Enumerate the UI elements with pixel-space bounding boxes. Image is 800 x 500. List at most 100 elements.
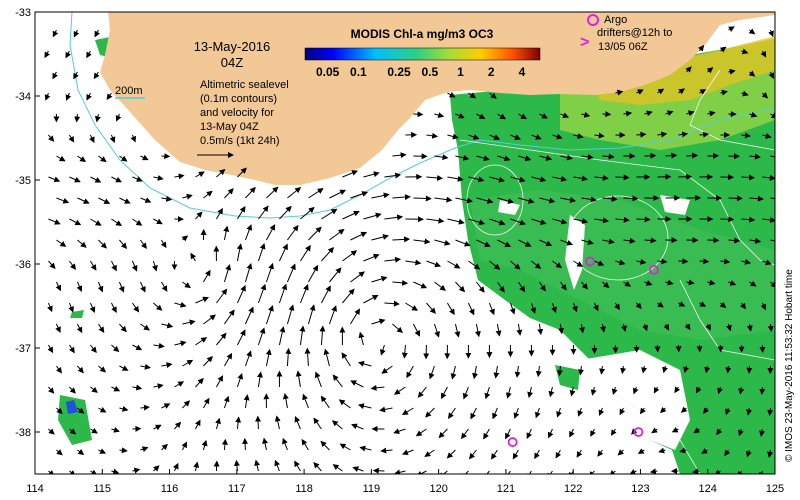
altimetry-legend-line-1: Altimetric sealevel	[200, 79, 289, 91]
velocity-arrow	[89, 302, 96, 313]
velocity-arrow	[140, 197, 152, 203]
altimetry-legend-line-3: and velocity for	[200, 107, 274, 119]
velocity-arrow	[468, 449, 477, 460]
velocity-arrow	[455, 239, 471, 247]
velocity-arrow	[161, 322, 174, 329]
velocity-arrow	[266, 186, 279, 199]
velocity-arrow	[274, 415, 281, 430]
velocity-arrow	[384, 256, 402, 263]
velocity-arrow	[767, 323, 774, 333]
velocity-arrow	[560, 112, 570, 119]
velocity-arrow	[417, 386, 427, 398]
velocity-arrow	[299, 325, 306, 346]
velocity-arrow	[447, 91, 456, 98]
velocity-arrow	[569, 428, 575, 438]
velocity-arrow	[69, 260, 76, 270]
velocity-arrow	[216, 332, 227, 346]
velocity-arrow	[174, 301, 187, 308]
velocity-arrow	[518, 239, 532, 247]
velocity-arrow	[56, 407, 63, 415]
velocity-arrow	[153, 302, 163, 311]
velocity-arrow	[720, 258, 731, 265]
velocity-arrow	[724, 449, 731, 457]
velocity-arrow	[380, 447, 393, 454]
altimetry-legend-line-5: 0.5m/s (1kt 24h)	[200, 135, 279, 147]
velocity-arrow	[623, 280, 632, 287]
velocity-arrow	[215, 207, 223, 220]
land-mass	[100, 12, 775, 185]
velocity-arrow	[119, 155, 128, 162]
velocity-arrow	[300, 244, 311, 262]
velocity-arrow	[761, 92, 768, 99]
plot-frame	[34, 11, 776, 475]
velocity-arrow	[413, 281, 428, 289]
velocity-arrow	[302, 393, 309, 409]
velocity-arrow	[749, 195, 764, 202]
lon-tick-label: 114	[26, 483, 44, 495]
velocity-arrow	[720, 89, 728, 96]
velocity-arrow	[470, 407, 477, 420]
velocity-arrow	[746, 407, 753, 416]
velocity-arrow	[748, 28, 756, 35]
velocity-arrow	[110, 260, 117, 272]
velocity-arrow	[350, 191, 369, 199]
velocity-arrow	[236, 372, 244, 388]
velocity-arrow	[152, 260, 158, 272]
velocity-arrow	[462, 386, 469, 400]
velocity-arrow	[707, 110, 716, 117]
velocity-arrow	[740, 302, 746, 310]
velocity-arrow	[548, 386, 555, 398]
velocity-arrow	[644, 237, 657, 244]
velocity-arrow	[111, 218, 122, 227]
velocity-arrow	[182, 193, 193, 200]
velocity-arrow	[433, 323, 440, 338]
velocity-arrow	[111, 468, 120, 474]
velocity-arrow	[725, 365, 732, 374]
velocity-arrow	[573, 133, 584, 139]
velocity-arrow	[476, 197, 494, 204]
velocity-arrow	[77, 365, 84, 374]
velocity-arrow	[278, 243, 288, 262]
velocity-arrow	[52, 71, 58, 80]
velocity-arrow	[660, 406, 667, 414]
date-label: 13-May-2016	[194, 39, 271, 54]
velocity-arrow	[48, 386, 55, 394]
velocity-arrow	[392, 236, 411, 243]
velocity-arrow	[94, 29, 101, 38]
velocity-arrow	[611, 386, 618, 395]
velocity-arrow	[665, 110, 674, 117]
velocity-arrow	[489, 92, 497, 99]
velocity-arrow	[602, 153, 615, 160]
velocity-arrow	[476, 155, 490, 162]
velocity-arrow	[90, 469, 98, 474]
velocity-arrow	[623, 195, 639, 202]
argo-float-marker	[649, 264, 659, 275]
velocity-arrow	[703, 407, 710, 415]
velocity-arrow	[371, 276, 388, 283]
velocity-arrow	[319, 325, 326, 346]
velocity-arrow	[307, 304, 316, 325]
velocity-arrow	[657, 88, 665, 95]
velocity-arrow	[749, 237, 762, 244]
velocity-arrow	[52, 29, 59, 38]
velocity-arrow	[426, 260, 441, 268]
velocity-arrow	[558, 323, 565, 335]
velocity-arrow	[244, 350, 252, 367]
velocity-arrow	[728, 26, 735, 32]
velocity-arrow	[265, 262, 274, 283]
velocity-arrow	[77, 155, 87, 163]
velocity-arrow	[221, 438, 228, 451]
velocity-arrow	[526, 428, 533, 439]
velocity-arrow	[706, 67, 714, 74]
velocity-arrow	[513, 407, 520, 419]
velocity-arrow	[130, 134, 137, 143]
velocity-arrow	[294, 460, 301, 472]
velocity-arrow	[86, 92, 92, 101]
velocity-arrow	[560, 239, 574, 246]
velocity-arrow	[614, 302, 620, 311]
velocity-arrow	[741, 216, 756, 223]
velocity-arrow	[140, 404, 150, 411]
velocity-arrow	[425, 407, 435, 418]
velocity-arrow	[581, 281, 589, 290]
credit-text: © IMOS 23-May-2016 11:53:32 Hobart time	[784, 269, 795, 462]
